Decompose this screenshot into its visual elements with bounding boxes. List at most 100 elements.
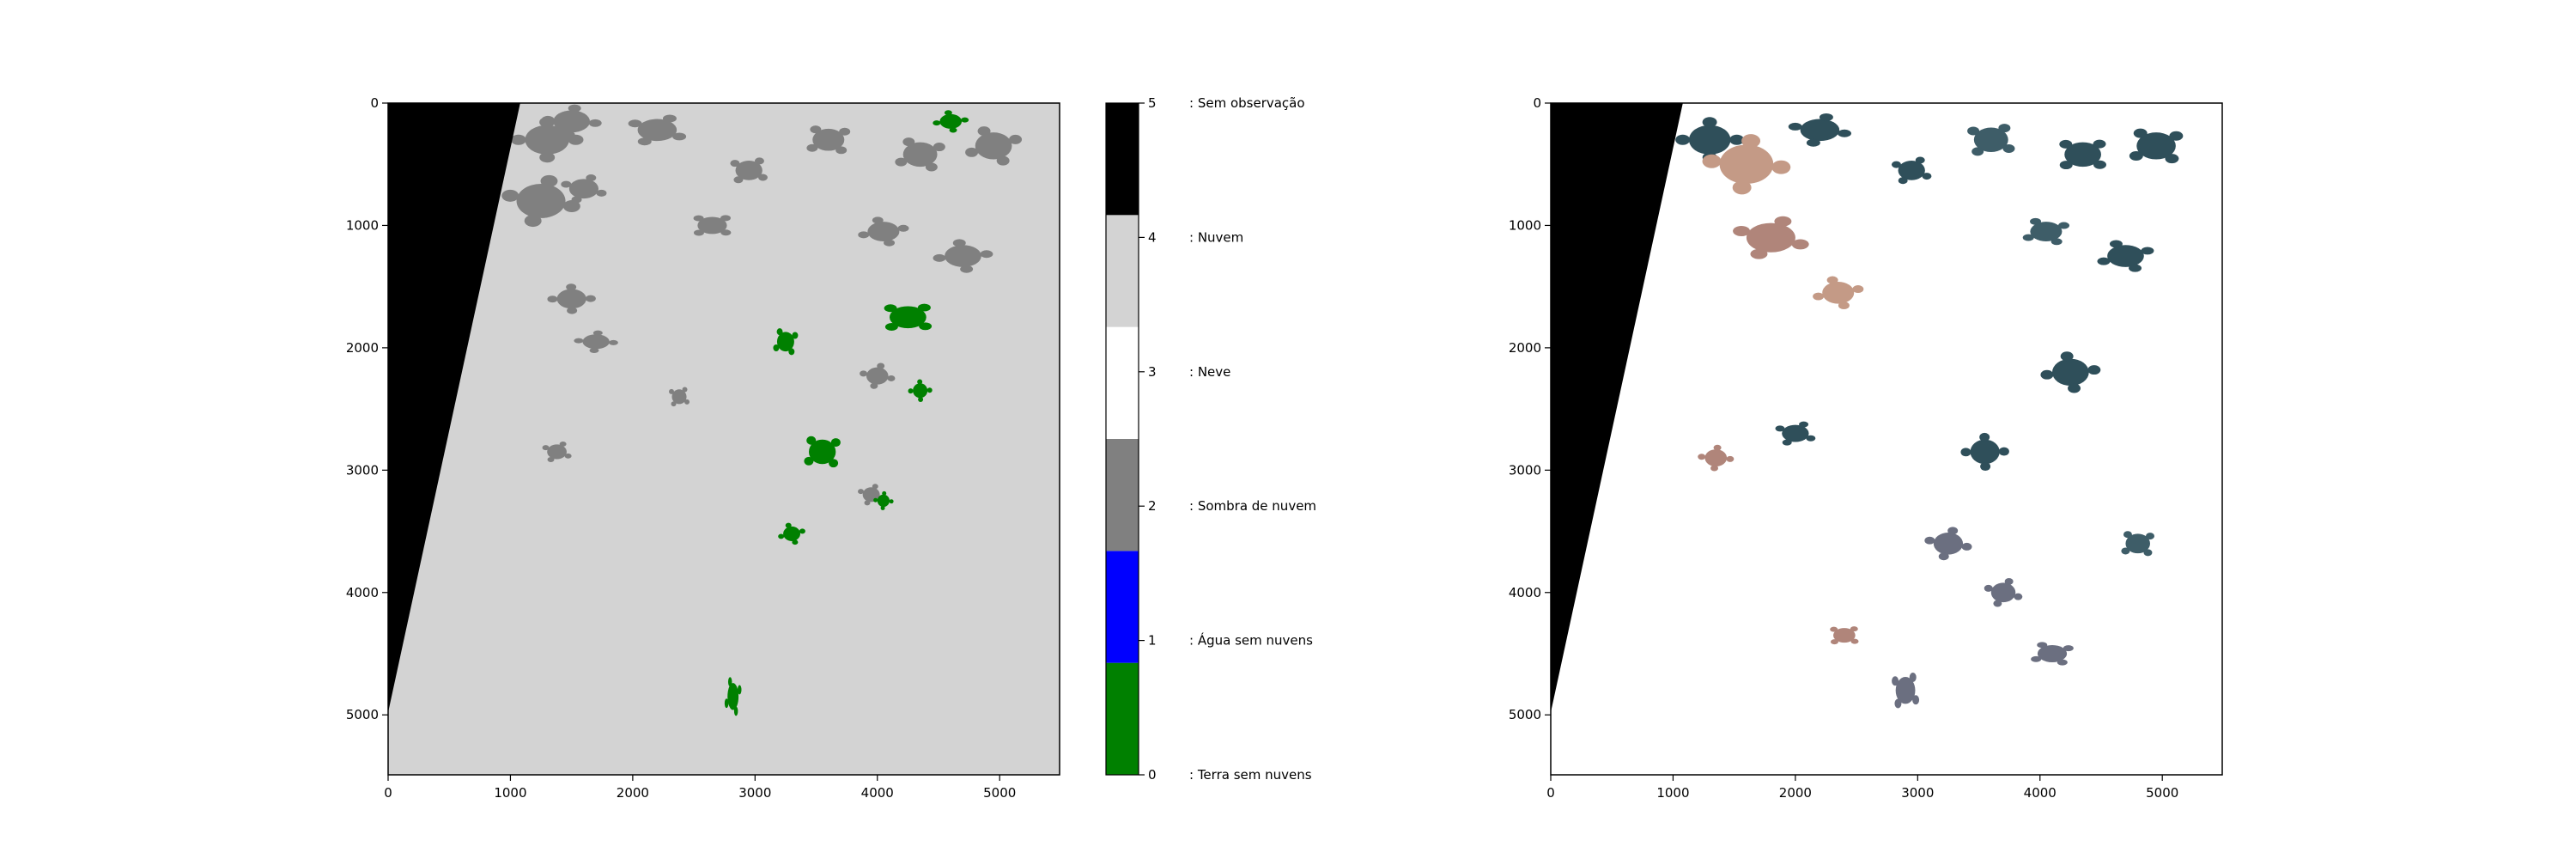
rgb-speckle-8-0: [2050, 238, 2063, 246]
rgb-speckle-2-2: [1838, 129, 1852, 137]
rgb-patch-5: [1973, 127, 2008, 152]
rgb-patch-17: [1895, 677, 1916, 704]
rgb-speckle-2-1: [1819, 113, 1833, 121]
rgb-speckle-19-3: [2146, 533, 2154, 540]
rgb-speckle-2-3: [1806, 138, 1820, 147]
colorbar-frame: [1105, 102, 1139, 776]
mask-speckle-3-1: [596, 189, 607, 197]
rgb-speckle-9-0: [2097, 257, 2111, 265]
mask-speckle-16-2: [559, 441, 567, 447]
mask-xtick-label-3000: 3000: [738, 785, 771, 801]
mask-speckle-10-3: [858, 231, 870, 239]
rgb-speckle-20-3: [2057, 659, 2068, 666]
mask-speckle-8-1: [895, 157, 908, 167]
mask-speckle-14-3: [860, 370, 868, 377]
rgb-speckle-18-1: [1850, 638, 1859, 644]
colorbar-class-label-1: : Água sem nuvens: [1189, 632, 1313, 649]
mask-speckle-9-0: [965, 147, 979, 157]
rgb-patch-16: [1782, 424, 1809, 442]
mask-ytick-label-5000: 5000: [346, 707, 379, 722]
mask-speckle-18-1: [919, 322, 933, 331]
mask-patch-10: [867, 222, 900, 241]
mask-speckle-21-2: [733, 706, 738, 716]
mask-speckle-5-1: [730, 160, 740, 168]
mask-xtick-label-2000: 2000: [617, 785, 649, 801]
rgb-patch-14: [1933, 532, 1964, 555]
rgb-no-data-wedge: [1551, 103, 1683, 713]
mask-speckle-11-2: [933, 253, 946, 262]
rgb-patch-3: [1746, 222, 1795, 253]
mask-speckle-20-0: [773, 344, 780, 351]
mask-speckle-21-0: [727, 677, 732, 687]
rgb-speckle-8-3: [2058, 222, 2070, 229]
class-colorbar: 0: Terra sem nuvens 1: Água sem nuvens 2: …: [1105, 95, 1316, 783]
rgb-speckle-18-3: [1830, 626, 1838, 632]
mask-speckle-22-0: [799, 528, 805, 534]
rgb-speckle-13-2: [1726, 455, 1735, 462]
rgb-xtick-label-3000: 3000: [1901, 785, 1934, 801]
rgb-speckle-5-3: [2002, 144, 2015, 153]
rgb-xtick-label-4000: 4000: [2024, 785, 2057, 801]
rgb-speckle-16-2: [1799, 421, 1809, 428]
mask-speckle-7-1: [835, 146, 848, 155]
mask-patch-21: [727, 683, 739, 710]
rgb-speckle-12-1: [1960, 448, 1971, 457]
mask-image: [388, 103, 1060, 775]
rgb-speckle-20-1: [2037, 642, 2048, 649]
rgb-speckle-13-3: [1710, 465, 1719, 472]
rgb-patch-13: [1704, 449, 1728, 467]
rgb-patch-7: [2136, 132, 2176, 160]
mask-speckle-17-3: [671, 401, 677, 407]
rgb-ytick-label-4000: 4000: [1509, 585, 1541, 600]
rgb-speckle-11-0: [2087, 365, 2101, 375]
mask-speckle-16-0: [547, 456, 555, 462]
mask-speckle-16-1: [542, 445, 550, 451]
rgb-speckle-11-1: [2068, 383, 2081, 393]
rgb-patch-11: [2052, 358, 2089, 387]
rgb-speckle-15-3: [2004, 578, 2014, 585]
rgb-speckle-5-0: [1971, 147, 1984, 156]
mask-speckle-0-2: [510, 134, 526, 145]
mask-ytick-label-0: 0: [370, 95, 379, 111]
mask-speckle-4-2: [628, 119, 642, 128]
mask-speckle-7-0: [839, 127, 851, 136]
colorbar-segment-1: [1106, 551, 1139, 663]
mask-ytick-label-3000: 3000: [346, 462, 379, 478]
mask-speckle-6-0: [693, 215, 704, 222]
rgb-speckle-17-3: [1894, 698, 1902, 709]
rgb-speckle-10-0: [1826, 276, 1838, 284]
rgb-speckle-1-1: [1702, 154, 1722, 168]
rgb-patch-15: [1990, 582, 2016, 603]
mask-patch-20: [776, 332, 794, 352]
mask-speckle-13-1: [592, 330, 603, 336]
rgb-speckle-20-0: [2031, 655, 2042, 662]
rgb-patch-0: [1688, 125, 1731, 155]
mask-speckle-23-3: [961, 117, 969, 123]
rgb-speckle-19-0: [2143, 549, 2153, 557]
mask-patch-6: [697, 216, 727, 235]
rgb-speckle-12-0: [1980, 462, 1991, 472]
rgb-ytick-label-2000: 2000: [1509, 340, 1541, 356]
rgb-speckle-7-1: [2165, 154, 2179, 164]
rgb-xtick-label-5000: 5000: [2146, 785, 2178, 801]
mask-speckle-24-1: [917, 379, 923, 385]
mask-speckle-11-3: [952, 239, 966, 247]
rgb-speckle-2-0: [1788, 122, 1802, 131]
mask-speckle-17-1: [682, 387, 688, 393]
mask-speckle-18-2: [884, 323, 898, 331]
rgb-speckle-11-2: [2040, 369, 2054, 380]
mask-speckle-14-2: [870, 382, 878, 389]
mask-speckle-1-0: [562, 131, 575, 139]
mask-speckle-11-1: [960, 265, 974, 273]
mask-speckle-23-0: [949, 127, 957, 133]
rgb-speckle-3-0: [1774, 216, 1792, 227]
mask-speckle-9-2: [1009, 134, 1023, 144]
colorbar-tick-label-4: 4: [1148, 229, 1157, 245]
mask-speckle-3-0: [586, 174, 597, 182]
mask-patch-9: [975, 132, 1012, 160]
mask-speckle-24-3: [918, 396, 924, 402]
mask-xtick-label-0: 0: [384, 785, 392, 801]
mask-speckle-21-3: [724, 698, 729, 709]
mask-patch-7: [812, 128, 845, 151]
rgb-speckle-14-3: [1924, 536, 1935, 545]
